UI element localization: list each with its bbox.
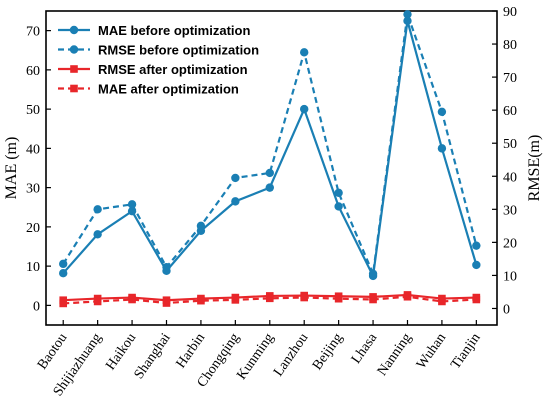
- series-point: [369, 295, 377, 304]
- series-point: [162, 262, 171, 272]
- right-tick-label: 0: [503, 302, 510, 317]
- x-tick-label: Harbin: [174, 331, 209, 371]
- series-point: [437, 107, 447, 117]
- left-tick-label: 50: [26, 103, 40, 118]
- series-point: [59, 299, 68, 308]
- series-point: [300, 293, 309, 302]
- legend-marker: [69, 45, 79, 54]
- x-tick-label: Beijing: [310, 331, 346, 373]
- series-point: [93, 205, 102, 214]
- series-point: [334, 202, 343, 211]
- legend-label: MAE after optimization: [98, 82, 239, 97]
- series-point: [59, 268, 68, 278]
- left-tick-label: 20: [26, 221, 40, 236]
- legend-marker: [69, 25, 79, 35]
- x-tick-label: Baotou: [35, 331, 70, 373]
- right-tick-label: 10: [503, 269, 517, 284]
- right-tick-label: 60: [503, 104, 517, 119]
- series-point: [128, 295, 136, 304]
- x-tick-label: Lhasa: [349, 330, 381, 367]
- series-point: [231, 296, 240, 304]
- legend-marker: [70, 84, 78, 93]
- x-tick-label: Haikou: [103, 331, 139, 373]
- series-point: [197, 296, 205, 305]
- x-tick-label: Lanzhou: [271, 331, 311, 380]
- right-tick-label: 40: [503, 170, 517, 185]
- right-tick-label: 80: [503, 38, 517, 53]
- series-point: [334, 188, 343, 197]
- left-tick-label: 10: [26, 260, 40, 275]
- series-line-0: [62, 20, 478, 280]
- series-point: [403, 292, 412, 301]
- legend-marker: [70, 65, 78, 73]
- left-tick-label: 70: [26, 25, 40, 40]
- right-axis-title: RMSE(m): [526, 135, 543, 202]
- x-tick-label: Tianjin: [448, 331, 483, 372]
- series-point: [472, 260, 481, 270]
- plot-frame: [45, 10, 498, 326]
- series-point: [231, 173, 240, 183]
- series-point: [472, 241, 481, 250]
- left-tick-label: 60: [26, 64, 40, 79]
- series-point: [162, 299, 171, 307]
- series-point: [93, 297, 102, 306]
- series-point: [472, 295, 481, 304]
- legend-label: RMSE after optimization: [98, 62, 248, 77]
- series-point: [231, 197, 240, 206]
- right-tick-label: 50: [503, 137, 517, 152]
- series-point: [300, 104, 309, 114]
- series-point: [334, 294, 343, 303]
- left-axis-title: MAE (m): [3, 137, 20, 200]
- series-point: [368, 269, 378, 278]
- right-tick-label: 90: [503, 5, 517, 20]
- series-point: [59, 259, 68, 269]
- left-tick-label: 40: [26, 142, 40, 157]
- series-point: [265, 294, 274, 303]
- right-tick-label: 70: [503, 71, 517, 86]
- series-point: [93, 230, 102, 239]
- series-point: [300, 48, 309, 57]
- right-tick-label: 20: [503, 236, 517, 251]
- legend-label: MAE before optimization: [98, 23, 250, 38]
- left-tick-label: 0: [33, 299, 40, 314]
- x-tick-label: Wuhan: [414, 331, 449, 372]
- series-point: [196, 221, 206, 231]
- series-point: [127, 200, 137, 209]
- series-point: [437, 144, 447, 153]
- series-point: [265, 168, 274, 178]
- series-point: [403, 10, 412, 19]
- series-point: [265, 183, 274, 192]
- right-tick-label: 30: [503, 203, 517, 218]
- left-tick-label: 30: [26, 182, 40, 197]
- x-tick-label: Nanning: [375, 331, 415, 379]
- legend-label: RMSE before optimization: [98, 43, 259, 58]
- series-point: [438, 297, 446, 306]
